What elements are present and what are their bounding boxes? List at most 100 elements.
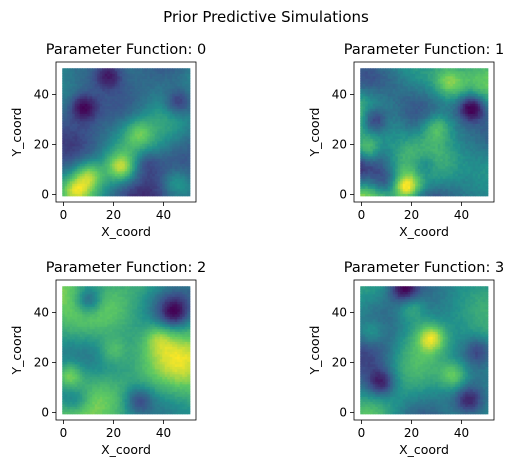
heatmap-cell <box>187 148 191 152</box>
heatmap-cell <box>84 100 88 104</box>
heatmap-cell <box>425 150 429 154</box>
heatmap-cell <box>360 143 364 147</box>
heatmap-cell <box>440 88 444 92</box>
heatmap-cell <box>102 103 106 107</box>
heatmap-cell <box>380 148 384 152</box>
heatmap-cell <box>432 125 436 129</box>
heatmap-cell <box>179 85 183 89</box>
heatmap-cell <box>442 135 446 139</box>
heatmap-cell <box>142 73 146 77</box>
heatmap-cell <box>460 188 464 192</box>
heatmap-cell <box>139 130 143 134</box>
heatmap-cell <box>360 85 364 89</box>
heatmap-cell <box>74 160 78 164</box>
heatmap-cell <box>89 168 93 172</box>
heatmap-cell <box>172 163 176 167</box>
heatmap-cell <box>89 150 93 154</box>
heatmap-cell <box>179 120 183 124</box>
heatmap-cell <box>117 143 121 147</box>
heatmap-cell <box>84 85 88 89</box>
heatmap-cell <box>467 158 471 162</box>
heatmap-cell <box>127 188 131 192</box>
heatmap-cell <box>460 193 464 197</box>
heatmap-cell <box>360 115 364 119</box>
heatmap-cell <box>402 158 406 162</box>
heatmap-cell <box>109 125 113 129</box>
heatmap-cell <box>385 85 389 89</box>
heatmap-cell <box>452 173 456 177</box>
heatmap-cell <box>144 110 148 114</box>
heatmap-cell <box>427 153 431 157</box>
heatmap-cell <box>79 70 83 74</box>
heatmap-cell <box>415 108 419 112</box>
heatmap-cell <box>422 93 426 97</box>
heatmap-cell <box>132 113 136 117</box>
heatmap-cell <box>82 143 86 147</box>
heatmap-cell <box>400 178 404 182</box>
heatmap-cell <box>187 168 191 172</box>
heatmap-cell <box>117 123 121 127</box>
heatmap-cell <box>127 158 131 162</box>
heatmap-cell <box>137 158 141 162</box>
heatmap-cell <box>425 113 429 117</box>
heatmap-cell <box>382 168 386 172</box>
heatmap-cell <box>184 133 188 137</box>
heatmap-cell <box>74 118 78 122</box>
heatmap-cell <box>187 158 191 162</box>
heatmap-cell <box>422 188 426 192</box>
heatmap-cell <box>82 148 86 152</box>
heatmap-cell <box>122 168 126 172</box>
heatmap-cell <box>89 185 93 189</box>
heatmap-cell <box>134 68 138 72</box>
heatmap-cell <box>415 168 419 172</box>
heatmap-cell <box>432 168 436 172</box>
heatmap-cell <box>440 138 444 142</box>
heatmap-cell <box>392 133 396 137</box>
heatmap-cell <box>462 108 466 112</box>
heatmap-cell <box>390 185 394 189</box>
heatmap-cell <box>452 145 456 149</box>
heatmap-cell <box>122 178 126 182</box>
heatmap-cell <box>385 175 389 179</box>
heatmap-cell <box>457 115 461 119</box>
heatmap-cell <box>400 183 404 187</box>
heatmap-cell <box>420 160 424 164</box>
heatmap-cell <box>455 80 459 84</box>
heatmap-cell <box>377 90 381 94</box>
heatmap-cell <box>74 163 78 167</box>
heatmap-cell <box>430 93 434 97</box>
heatmap-cell <box>74 113 78 117</box>
heatmap-cell <box>89 148 93 152</box>
heatmap-cell <box>412 78 416 82</box>
heatmap-cell <box>162 190 166 194</box>
heatmap-cell <box>392 145 396 149</box>
heatmap-cell <box>169 68 173 72</box>
heatmap-cell <box>67 153 71 157</box>
heatmap-cell <box>420 180 424 184</box>
heatmap-cell <box>475 178 479 182</box>
heatmap-cell <box>154 185 158 189</box>
heatmap-cell <box>179 73 183 77</box>
heatmap-cell <box>124 168 128 172</box>
heatmap-cell <box>407 120 411 124</box>
heatmap-cell <box>382 93 386 97</box>
heatmap-cell <box>187 188 191 192</box>
heatmap-cell <box>144 123 148 127</box>
heatmap-cell <box>457 68 461 72</box>
heatmap-cell <box>447 128 451 132</box>
heatmap-cell <box>442 70 446 74</box>
heatmap-cell <box>79 170 83 174</box>
heatmap-cell <box>442 118 446 122</box>
heatmap-cell <box>87 153 91 157</box>
heatmap-cell <box>420 73 424 77</box>
heatmap-cell <box>74 123 78 127</box>
heatmap-cell <box>177 150 181 154</box>
heatmap-cell <box>422 168 426 172</box>
heatmap-cell <box>475 165 479 169</box>
heatmap-cell <box>467 193 471 197</box>
heatmap-cell <box>402 78 406 82</box>
heatmap-cell <box>157 153 161 157</box>
heatmap-cell <box>420 170 424 174</box>
heatmap-cell <box>117 108 121 112</box>
heatmap-cell <box>177 180 181 184</box>
